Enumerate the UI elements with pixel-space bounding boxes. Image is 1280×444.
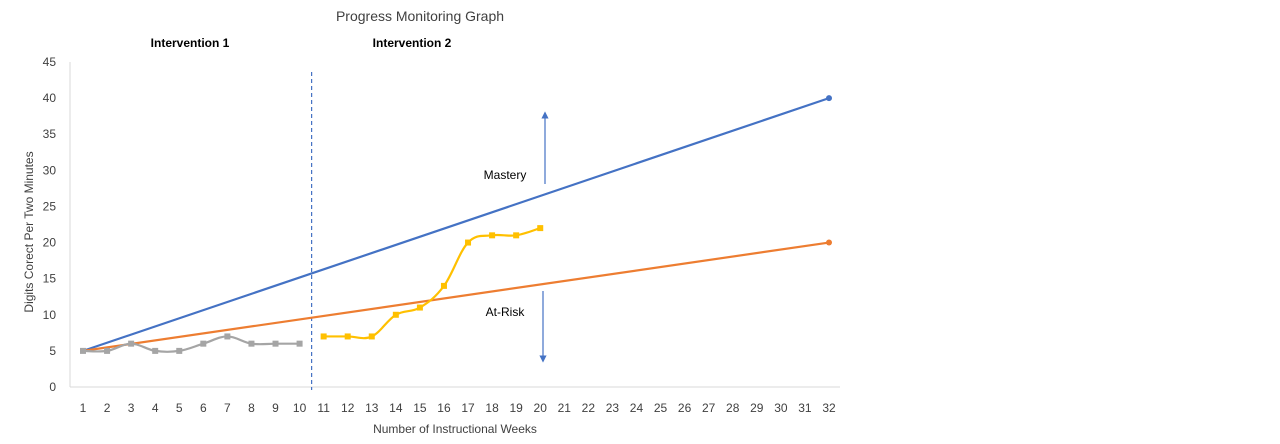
y-tick-label: 35	[43, 127, 57, 141]
y-tick-label: 40	[43, 91, 57, 105]
data-point	[296, 340, 303, 347]
x-tick-label: 27	[702, 401, 716, 415]
x-tick-label: 25	[654, 401, 668, 415]
x-tick-label: 13	[365, 401, 379, 415]
x-axis-label: Number of Instructional Weeks	[373, 422, 537, 436]
x-tick-label: 1	[80, 401, 87, 415]
x-tick-label: 21	[558, 401, 572, 415]
x-tick-label: 30	[774, 401, 788, 415]
data-point	[344, 333, 351, 340]
x-tick-label: 8	[248, 401, 255, 415]
x-tick-label: 20	[534, 401, 548, 415]
x-tick-label: 5	[176, 401, 183, 415]
x-tick-label: 11	[317, 401, 330, 415]
data-point	[416, 304, 423, 311]
data-point	[272, 340, 279, 347]
data-point	[128, 340, 135, 347]
x-tick-label: 10	[293, 401, 307, 415]
x-tick-label: 29	[750, 401, 764, 415]
data-point	[392, 311, 399, 318]
x-tick-label: 6	[200, 401, 207, 415]
data-point	[176, 347, 183, 354]
data-point	[200, 340, 207, 347]
y-tick-label: 45	[43, 55, 57, 69]
y-tick-label: 15	[43, 272, 57, 286]
x-tick-label: 15	[413, 401, 427, 415]
data-point	[826, 239, 832, 246]
series-line	[82, 241, 830, 352]
phase-label-2: Intervention 2	[373, 36, 452, 50]
x-tick-label: 7	[224, 401, 231, 415]
y-tick-label: 10	[43, 308, 57, 322]
data-point	[224, 333, 231, 340]
series-line	[82, 97, 830, 352]
phase-label-1: Intervention 1	[151, 36, 230, 50]
series-1	[80, 95, 832, 354]
x-tick-labels: 1 2 3 4 5 6 7 8 9 10 11 12 13 14 15 16 17 18 19 20 21 22 23 24 2…	[80, 401, 836, 415]
x-tick-label: 17	[461, 401, 475, 415]
data-point	[368, 333, 375, 340]
x-tick-label: 23	[606, 401, 620, 415]
data-point	[152, 347, 159, 354]
data-point	[80, 347, 86, 354]
y-tick-label: 25	[43, 199, 57, 213]
x-tick-label: 26	[678, 401, 692, 415]
y-axis-label: Digits Corect Per Two Minutes	[22, 151, 36, 312]
data-point	[489, 232, 496, 239]
x-tick-label: 16	[437, 401, 451, 415]
series-3	[80, 333, 303, 354]
x-tick-label: 9	[272, 401, 279, 415]
x-tick-label: 19	[509, 401, 523, 415]
x-tick-label: 22	[582, 401, 596, 415]
data-point	[104, 347, 111, 354]
x-tick-label: 24	[630, 401, 644, 415]
data-point	[465, 239, 472, 246]
mastery-annotation: Mastery	[484, 168, 527, 182]
x-tick-label: 4	[152, 401, 159, 415]
y-tick-label: 30	[43, 163, 57, 177]
x-tick-label: 12	[341, 401, 355, 415]
at-risk-annotation: At-Risk	[486, 305, 526, 319]
x-tick-label: 28	[726, 401, 740, 415]
y-tick-label: 5	[49, 344, 56, 358]
y-tick-label: 0	[49, 380, 56, 394]
series-2	[80, 239, 832, 354]
series-line	[82, 335, 300, 353]
data-point	[320, 333, 327, 340]
data-point	[440, 282, 447, 289]
x-tick-label: 3	[128, 401, 135, 415]
x-tick-label: 32	[822, 401, 836, 415]
data-point	[513, 232, 520, 239]
data-point	[826, 95, 832, 102]
data-point	[537, 225, 544, 232]
data-point	[248, 340, 255, 347]
series-4	[320, 225, 544, 340]
x-tick-label: 18	[485, 401, 499, 415]
y-tick-label: 20	[43, 236, 57, 250]
x-tick-label: 31	[798, 401, 812, 415]
x-tick-label: 14	[389, 401, 403, 415]
chart-title: Progress Monitoring Graph	[336, 8, 504, 24]
series-line	[323, 227, 541, 340]
y-tick-labels: 0 5 10 15 20 25 30 35 40 45	[43, 55, 57, 394]
x-tick-label: 2	[104, 401, 111, 415]
series-layer	[80, 95, 832, 354]
